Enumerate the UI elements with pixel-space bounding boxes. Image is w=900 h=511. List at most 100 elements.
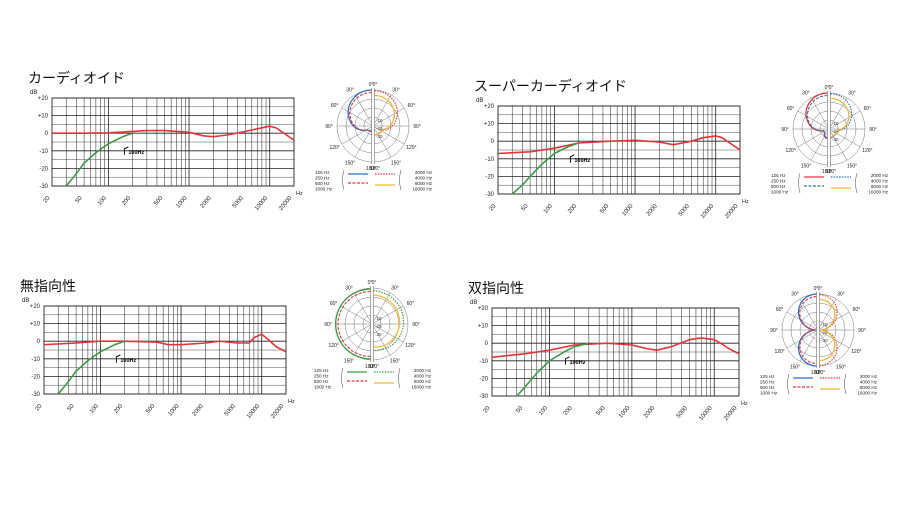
green-response-line bbox=[57, 340, 125, 395]
x-tick-label: 2000 bbox=[200, 195, 214, 210]
polar-curve-high-a bbox=[373, 289, 405, 352]
polar-angle-label-right: 0° bbox=[372, 280, 377, 286]
polar-angle-label-right: 90° bbox=[869, 127, 877, 133]
frequency-response-chart: dB+20 +10 0 -10 -20 -30 20 50 100 200 500 1000 2000 5… bbox=[22, 298, 295, 420]
legend-label-high: 16000 Hz bbox=[412, 187, 432, 192]
polar-angle-label-left: 60° bbox=[776, 307, 784, 313]
polar-angle-label-left: 180° bbox=[365, 364, 375, 370]
legend-brace-left bbox=[342, 169, 345, 191]
polar-curve-low-b bbox=[806, 94, 828, 139]
x-tick-label: 100 bbox=[97, 195, 108, 207]
legend-label-high: 8000 Hz bbox=[871, 184, 889, 189]
polar-ring-label: -10 bbox=[821, 322, 828, 327]
x-tick-label: 200 bbox=[563, 405, 574, 417]
bidirectional-panel: 双指向性 dB +20 +10 0 -10 -20 -30 20 50 100 200 500 1000… bbox=[468, 278, 888, 422]
polar-angle-label-right: 90° bbox=[412, 322, 420, 328]
polar-angle-label-right: 60° bbox=[407, 301, 415, 307]
polar-curve-low-a bbox=[347, 89, 372, 133]
polar-pattern: 180°180° 150° 150° 120° 120° 90° 90° 60° 60° 30° 3… bbox=[771, 85, 889, 195]
legend-label-low: 125 Hz bbox=[771, 173, 786, 178]
y-tick-label: +10 bbox=[478, 324, 489, 330]
red-response-line bbox=[497, 135, 741, 155]
polar-angle-label-right: 120° bbox=[405, 343, 415, 349]
legend-label-high: 4000 Hz bbox=[414, 374, 432, 379]
legend-brace-right bbox=[398, 367, 401, 389]
legend-label-low: 125 Hz bbox=[760, 374, 775, 379]
y-tick-label: +10 bbox=[484, 122, 495, 128]
legend-label-high: 8000 Hz bbox=[860, 385, 878, 390]
polar-ring-label: -30 bbox=[376, 134, 383, 139]
polar-angle-label-left: 180° bbox=[811, 370, 821, 376]
panel-title: カーディオイド bbox=[28, 71, 126, 87]
legend-label-high: 16000 Hz bbox=[868, 190, 888, 195]
polar-angle-label-right: 90° bbox=[858, 328, 866, 334]
y-axis-label: dB bbox=[476, 98, 483, 104]
x-tick-label: 5000 bbox=[224, 403, 238, 418]
green-response-line bbox=[511, 142, 579, 195]
x-tick-label: 1000 bbox=[618, 405, 632, 420]
polar-ring-label: -30 bbox=[832, 137, 839, 142]
legend-label-high: 4000 Hz bbox=[860, 380, 878, 385]
polar-angle-label-right: 30° bbox=[837, 292, 845, 298]
y-tick-label: -30 bbox=[479, 394, 488, 400]
x-tick-label: 500 bbox=[145, 403, 156, 415]
polar-ring-label: -20 bbox=[375, 324, 382, 329]
x-tick-label: 20 bbox=[35, 403, 44, 412]
legend-label-low: 125 Hz bbox=[314, 368, 329, 373]
polar-angle-label-left: 150° bbox=[345, 160, 355, 166]
y-tick-label: -20 bbox=[31, 374, 40, 380]
x-tick-label: 500 bbox=[153, 195, 164, 207]
polar-ring-label: -10 bbox=[375, 316, 382, 321]
x-tick-label: 20000 bbox=[723, 405, 739, 422]
x-tick-label: 100 bbox=[89, 403, 100, 415]
polar-angle-label-right: 180° bbox=[815, 370, 825, 376]
omnidirectional-panel: 無指向性 dB +20 +10 0 -10 -20 -30 20 50 100 200 500 1000… bbox=[20, 276, 432, 420]
legend-label-low: 250 Hz bbox=[771, 179, 786, 184]
polar-angle-label-right: 180° bbox=[826, 169, 836, 175]
legend-brace-right bbox=[844, 373, 847, 395]
polar-angle-label-left: 60° bbox=[331, 103, 339, 109]
legend-label-low: 500 Hz bbox=[771, 184, 786, 189]
cutoff-symbol bbox=[569, 154, 575, 163]
x-tick-label: 200 bbox=[567, 203, 578, 215]
legend-label-high: 8000 Hz bbox=[415, 181, 433, 186]
cutoff-label: 100Hz bbox=[120, 358, 136, 364]
polar-angle-label-left: 30° bbox=[345, 286, 353, 292]
x-axis-unit: Hz bbox=[741, 401, 748, 407]
legend-label-high: 2000 Hz bbox=[871, 173, 889, 178]
polar-pattern: 180°180° 150° 150° 120° 120° 90° 90° 60° 60° 30° 3… bbox=[760, 286, 878, 396]
frequency-response-chart: dB+20 +10 0 -10 -20 -30 20 50 100 200 500 1000 2000 5… bbox=[476, 98, 749, 220]
legend-label-high: 8000 Hz bbox=[414, 379, 432, 384]
polar-curve-high-b bbox=[374, 94, 396, 136]
legend-label-low: 1000 Hz bbox=[315, 187, 333, 192]
polar-angle-label-right: 60° bbox=[408, 103, 416, 109]
polar-curve-high-b bbox=[819, 298, 836, 362]
cutoff-label: 100Hz bbox=[574, 158, 590, 164]
y-tick-label: +20 bbox=[478, 306, 489, 312]
x-tick-label: 20000 bbox=[270, 403, 286, 420]
x-tick-label: 1000 bbox=[621, 203, 635, 218]
polar-divider bbox=[371, 88, 375, 164]
x-tick-label: 10000 bbox=[246, 403, 262, 420]
x-tick-label: 200 bbox=[113, 403, 124, 415]
polar-curve-low-b bbox=[799, 295, 817, 365]
legend-label-low: 250 Hz bbox=[760, 380, 775, 385]
legend-label-high: 2000 Hz bbox=[415, 170, 433, 175]
legend-label-high: 4000 Hz bbox=[415, 176, 433, 181]
x-axis-unit: Hz bbox=[288, 399, 295, 405]
x-tick-label: 1000 bbox=[167, 403, 181, 418]
polar-angle-label-right: 60° bbox=[864, 106, 872, 112]
polar-divider bbox=[827, 91, 831, 167]
polar-ring-label: -30 bbox=[375, 332, 382, 337]
cutoff-symbol bbox=[123, 146, 129, 155]
x-tick-label: 2000 bbox=[192, 403, 206, 418]
legend-brace-left bbox=[787, 373, 790, 395]
y-axis-label: dB bbox=[22, 298, 29, 304]
x-axis-unit: Hz bbox=[742, 199, 749, 205]
polar-angle-label-right: 90° bbox=[413, 124, 421, 130]
x-tick-label: 100 bbox=[543, 203, 554, 215]
legend-label-high: 16000 Hz bbox=[857, 391, 877, 396]
y-tick-label: -10 bbox=[31, 357, 40, 363]
polar-angle-label-left: 0° bbox=[814, 286, 819, 292]
y-tick-label: +20 bbox=[38, 96, 49, 102]
